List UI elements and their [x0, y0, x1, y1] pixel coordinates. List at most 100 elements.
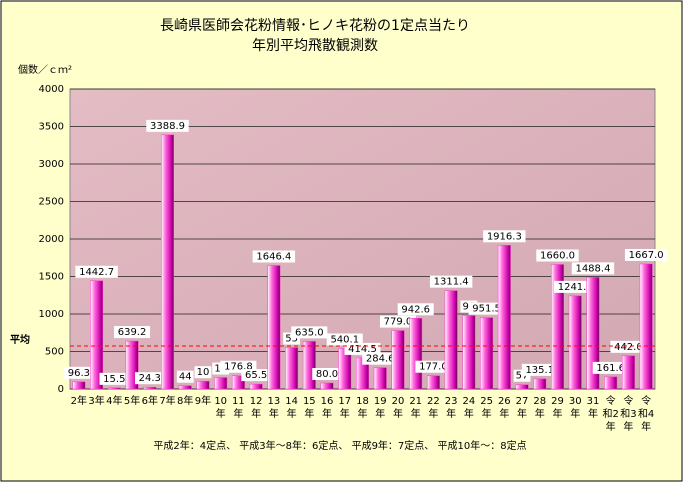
value-label: 1311.4 — [434, 277, 469, 288]
x-tick-line: 年 — [641, 420, 651, 433]
value-label: 1646.4 — [256, 252, 291, 263]
x-tick-label: 16 年 — [321, 396, 334, 420]
label-box — [521, 363, 558, 376]
bar — [409, 318, 423, 390]
y-tick-label: 2000 — [39, 234, 64, 245]
value-label: 540.1 — [330, 334, 359, 345]
x-tick-label: 29 年 — [551, 396, 564, 420]
x-tick-line: 年 — [411, 407, 421, 420]
value-label: 942.6 — [401, 304, 430, 315]
value-label: 96.3 — [68, 368, 90, 379]
x-tick-line: 令 — [623, 394, 633, 407]
value-label: 1241.5 — [558, 282, 593, 293]
x-tick-label: 令和3 年 — [620, 394, 636, 433]
x-tick-line: 年 — [287, 407, 297, 420]
x-tick-label: 13 年 — [267, 396, 280, 420]
bar — [285, 347, 299, 390]
bar — [533, 378, 547, 390]
bar — [249, 383, 263, 390]
value-label: 635.0 — [295, 327, 324, 338]
x-tick-label: 17 年 — [338, 396, 351, 420]
x-tick-line: 年 — [535, 407, 545, 420]
x-tick-label: 24 年 — [462, 396, 475, 420]
x-tick-line: 年 — [623, 420, 633, 433]
x-tick-line: 29 — [551, 396, 564, 407]
value-label: 639.2 — [118, 327, 147, 338]
x-tick-label: 10 年 — [214, 396, 227, 420]
note: 平成2年：4定点、 平成3年～8年：6定点、 平成9年：7定点、 平成10年～：… — [153, 439, 526, 452]
x-tick-line: 12 — [250, 396, 263, 407]
x-tick-line: 13 — [267, 396, 280, 407]
x-tick-line: 年 — [322, 407, 332, 420]
x-tick-label: 28 年 — [533, 396, 546, 420]
x-tick-label: 20 年 — [392, 396, 405, 420]
bar — [178, 385, 192, 390]
value-label: 414.5 — [348, 344, 377, 355]
value-label: 442.0 — [614, 342, 643, 353]
label-box — [64, 366, 94, 379]
value-label: 15.5 — [103, 374, 125, 385]
bar — [302, 341, 316, 390]
x-tick-line: 21 — [409, 396, 422, 407]
bar — [497, 245, 511, 390]
label-box — [415, 360, 452, 373]
x-tick-line: 10 — [214, 396, 227, 407]
x-tick-line: 和2 — [602, 408, 618, 420]
y-tick-label: 500 — [45, 347, 64, 358]
bar — [72, 381, 86, 390]
x-tick-label: 19 年 — [374, 396, 387, 420]
label-box — [397, 303, 434, 316]
x-tick-line: 15 — [303, 396, 316, 407]
x-tick-line: 年 — [464, 407, 474, 420]
value-label: 65.5 — [245, 370, 267, 381]
x-tick-line: 17 — [338, 396, 351, 407]
x-tick-label: 2年 — [71, 394, 87, 407]
x-tick-line: 25 — [480, 396, 493, 407]
x-tick-line: 年 — [233, 407, 243, 420]
x-tick-label: 8年 — [177, 394, 193, 407]
label-box — [624, 248, 668, 261]
x-tick-label: 22 年 — [427, 396, 440, 420]
y-tick-label: 0 — [58, 384, 64, 395]
x-tick-label: 11 年 — [232, 396, 245, 420]
bar — [604, 376, 618, 390]
x-tick-label: 26 年 — [498, 396, 511, 420]
x-tick-line: 和3 — [620, 408, 636, 420]
label-box — [99, 372, 130, 385]
value-label: 55 — [285, 334, 298, 345]
label-box — [241, 369, 271, 382]
label-box — [362, 352, 399, 365]
x-tick-line: 19 — [374, 396, 387, 407]
label-box — [194, 366, 212, 379]
label-box — [429, 275, 473, 288]
label-box — [554, 280, 597, 293]
x-tick-label: 4年 — [106, 394, 122, 407]
value-label: 1667.0 — [629, 250, 664, 261]
label-box — [610, 340, 647, 353]
value-label: 779.0 — [384, 317, 413, 328]
value-label: 135.1 — [525, 365, 554, 376]
value-label: 3388.9 — [150, 121, 185, 132]
chart-subtitle: 年別平均飛散観測数 — [252, 37, 378, 54]
x-tick-line: 令 — [606, 394, 616, 407]
x-tick-line: 18 — [356, 396, 369, 407]
bar — [568, 295, 582, 390]
chart-title: 長崎県医師会花粉情報･ヒノキ花粉の1定点当たり — [160, 18, 470, 34]
x-tick-line: 24 — [462, 396, 475, 407]
x-tick-label: 30 年 — [569, 396, 582, 420]
value-label: 1442.7 — [79, 267, 114, 278]
bar — [373, 367, 387, 390]
bar — [462, 315, 476, 390]
x-tick-line: 23 — [445, 396, 458, 407]
x-tick-line: 和4 — [638, 408, 654, 420]
x-tick-label: 令和2 年 — [602, 394, 618, 433]
x-tick-label: 5年 — [124, 394, 140, 407]
label-box — [468, 302, 505, 315]
value-label: 44 — [179, 372, 192, 383]
x-tick-label: 6年 — [142, 394, 158, 407]
x-tick-line: 20 — [392, 396, 405, 407]
x-tick-label: 31 年 — [587, 396, 600, 420]
x-tick-label: 25 年 — [480, 396, 493, 420]
value-label: 1916.3 — [487, 231, 522, 242]
bar — [90, 280, 104, 390]
